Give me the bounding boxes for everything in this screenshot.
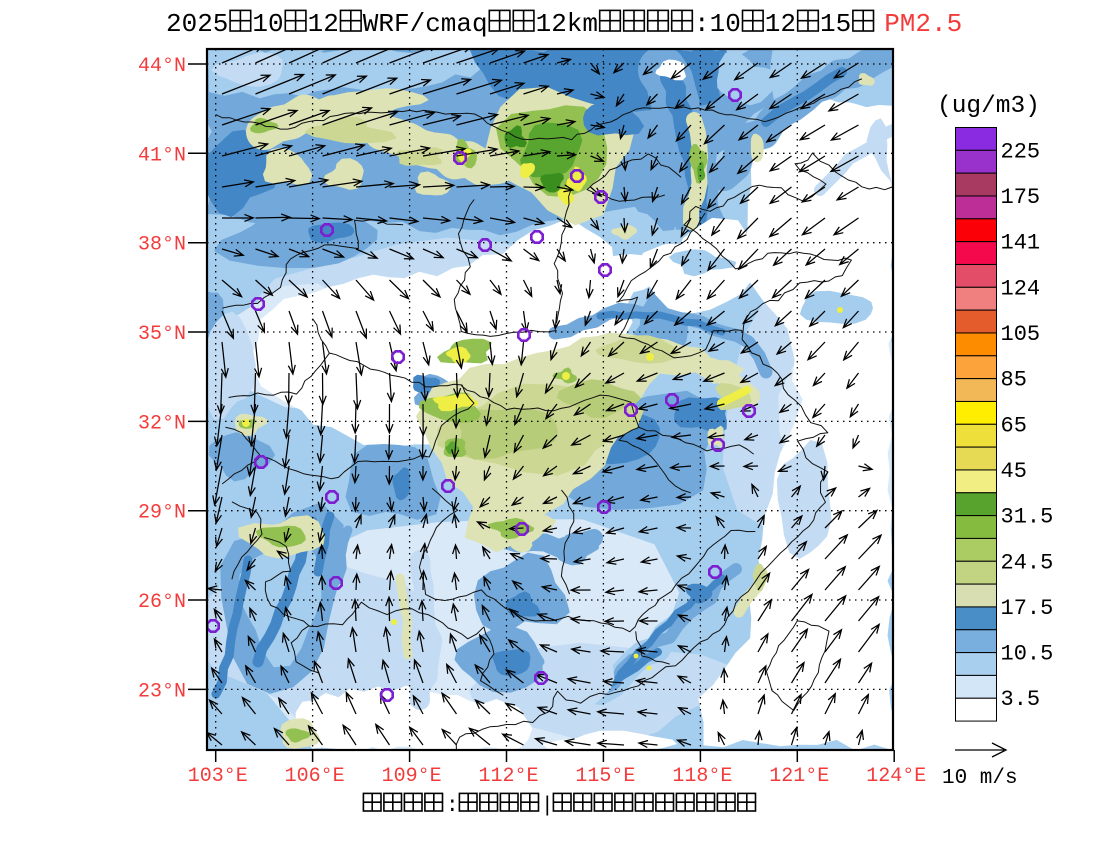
- svg-text:109°E: 109°E: [382, 765, 442, 788]
- svg-text:29°N: 29°N: [138, 502, 186, 525]
- svg-text:225: 225: [1001, 139, 1041, 164]
- svg-text:105: 105: [1001, 322, 1041, 347]
- svg-text:12: 12: [308, 9, 339, 39]
- svg-text:45: 45: [1001, 459, 1027, 484]
- svg-text:(ug/m3): (ug/m3): [937, 93, 1040, 120]
- svg-text:115°E: 115°E: [575, 765, 635, 788]
- svg-text:10: 10: [252, 9, 283, 39]
- svg-text::: :: [446, 795, 459, 818]
- svg-text:12: 12: [765, 9, 796, 39]
- svg-text:3.5: 3.5: [1001, 687, 1041, 712]
- svg-text:23°N: 23°N: [138, 680, 186, 703]
- svg-text:2025: 2025: [166, 9, 228, 39]
- svg-text:15: 15: [820, 9, 851, 39]
- svg-text:118°E: 118°E: [672, 765, 732, 788]
- svg-text:32°N: 32°N: [138, 412, 186, 435]
- svg-text:65: 65: [1001, 413, 1027, 438]
- svg-text:PM2.5: PM2.5: [884, 9, 962, 39]
- svg-text:124°E: 124°E: [866, 765, 926, 788]
- svg-text:17.5: 17.5: [1001, 596, 1054, 621]
- svg-text:24.5: 24.5: [1001, 550, 1054, 575]
- svg-text:10: 10: [710, 9, 741, 39]
- svg-text::: :: [694, 9, 710, 39]
- svg-text:85: 85: [1001, 368, 1027, 393]
- svg-text:38°N: 38°N: [138, 234, 186, 257]
- svg-text:35°N: 35°N: [138, 323, 186, 346]
- svg-text:12km: 12km: [536, 9, 598, 39]
- svg-text:141: 141: [1001, 231, 1041, 256]
- svg-text:10.5: 10.5: [1001, 642, 1054, 667]
- svg-text:26°N: 26°N: [138, 591, 186, 614]
- svg-text:10 m/s: 10 m/s: [942, 767, 1018, 790]
- svg-text:WRF/cmaq: WRF/cmaq: [363, 9, 488, 39]
- svg-text:31.5: 31.5: [1001, 505, 1054, 530]
- svg-text:41°N: 41°N: [138, 144, 186, 167]
- svg-text:103°E: 103°E: [188, 765, 248, 788]
- svg-text:44°N: 44°N: [138, 55, 186, 78]
- svg-text:175: 175: [1001, 185, 1041, 210]
- svg-text:121°E: 121°E: [769, 765, 829, 788]
- svg-text:124: 124: [1001, 276, 1041, 301]
- svg-text:106°E: 106°E: [285, 765, 345, 788]
- svg-text:|: |: [541, 795, 554, 818]
- svg-text:112°E: 112°E: [478, 765, 538, 788]
